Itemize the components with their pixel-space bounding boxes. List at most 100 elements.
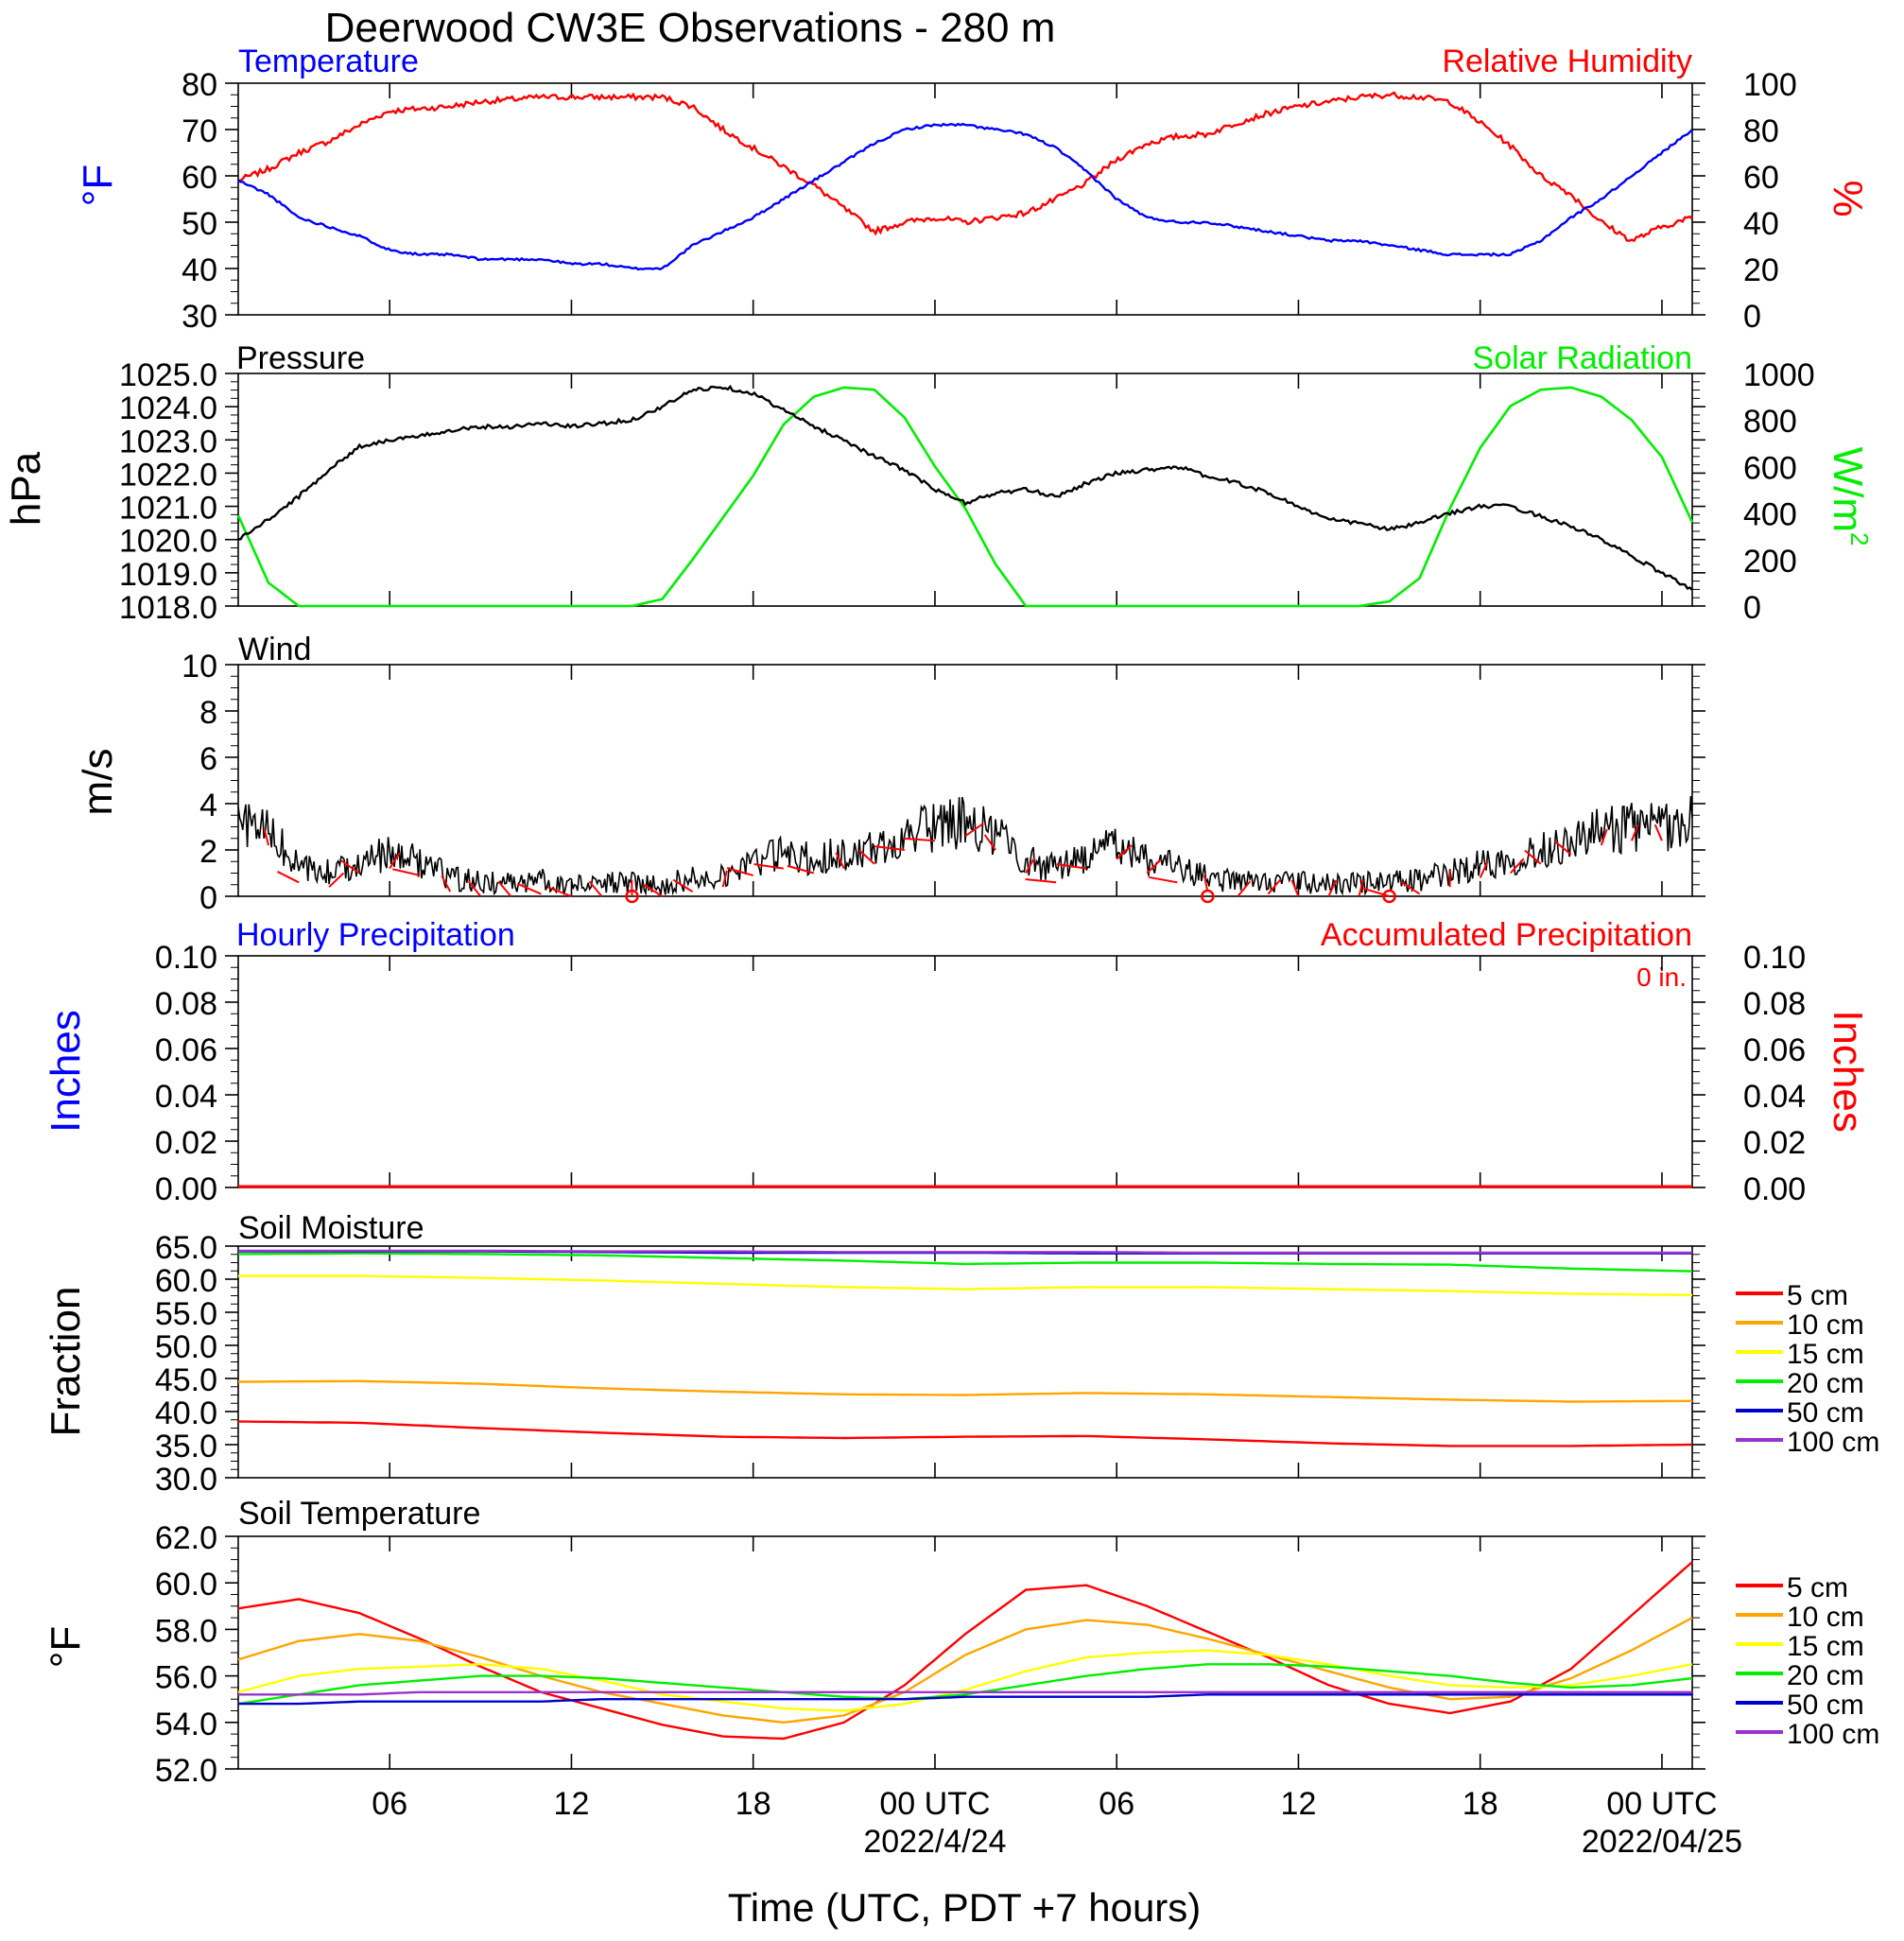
humidity-unit: % xyxy=(1825,180,1871,217)
temp-right-tick-label: 80 xyxy=(1743,113,1779,149)
precip-y-tick-label: 0.00 xyxy=(155,1171,217,1207)
solar-radiation-title: Solar Radiation xyxy=(1473,340,1692,376)
soil-moisture-legend-label: 5 cm xyxy=(1787,1280,1848,1311)
st-y-tick-label: 52.0 xyxy=(155,1753,217,1789)
precip-right-tick-label: 0.06 xyxy=(1743,1032,1806,1068)
precip-right-tick-label: 0.08 xyxy=(1743,986,1806,1022)
wind-barb xyxy=(835,852,845,870)
temp-y-tick-label: 70 xyxy=(182,113,217,149)
x-tick-label: 18 xyxy=(1463,1786,1498,1822)
accumulated-precipitation-unit: Inches xyxy=(1825,1010,1871,1133)
press-right-tick-label: 400 xyxy=(1743,497,1797,533)
sm-y-tick-label: 35.0 xyxy=(155,1429,217,1464)
soil-moisture-line-20cm xyxy=(238,1252,1693,1273)
wind-barb xyxy=(1363,887,1390,897)
sm-plot-frame xyxy=(237,1245,1693,1479)
press-y-tick-label: 1024.0 xyxy=(119,390,217,426)
wind-barb xyxy=(497,880,512,897)
wind-barb xyxy=(1554,841,1572,856)
wind-unit: m/s xyxy=(75,749,121,816)
sm-y-tick-label: 50.0 xyxy=(155,1329,217,1365)
wind-barb xyxy=(1025,878,1057,884)
temp-right-tick-label: 20 xyxy=(1743,252,1779,288)
soil-temperature-unit: °F xyxy=(43,1626,89,1668)
sm-y-tick-label: 65.0 xyxy=(155,1230,217,1266)
press-plot-frame xyxy=(237,373,1693,607)
wind-barb xyxy=(1653,823,1663,841)
soil-temperature-line-100cm xyxy=(238,1690,1692,1696)
st-y-tick-label: 62.0 xyxy=(155,1520,217,1556)
x-tick-label: 06 xyxy=(1099,1786,1134,1822)
wind-barb xyxy=(1203,875,1209,893)
pressure-unit: hPa xyxy=(3,451,49,526)
sm-y-tick-label: 55.0 xyxy=(155,1296,217,1332)
soil-moisture-legend-label: 20 cm xyxy=(1787,1368,1864,1399)
wind-y-tick-label: 0 xyxy=(199,880,217,916)
calm-wind-marker xyxy=(1382,889,1396,904)
wind-barb xyxy=(1290,879,1300,897)
wind-y-tick-label: 10 xyxy=(182,649,217,685)
press-y-tick-label: 1018.0 xyxy=(119,590,217,626)
wind-plot-frame xyxy=(237,664,1693,897)
soil-temperature-legend-label: 20 cm xyxy=(1787,1660,1864,1691)
wind-y-tick-label: 8 xyxy=(199,695,217,731)
soil-temperature-line-20cm xyxy=(237,1663,1693,1706)
x-axis-label: Time (UTC, PDT +7 hours) xyxy=(728,1885,1202,1930)
wind-speed-line xyxy=(237,796,1693,896)
sm-y-tick-label: 30.0 xyxy=(155,1462,217,1498)
press-right-tick-label: 0 xyxy=(1743,590,1761,626)
wind-barb xyxy=(983,834,996,851)
soil-moisture-unit: Fraction xyxy=(43,1287,89,1437)
soil-temperature-line-50cm xyxy=(238,1693,1692,1706)
wind-barb xyxy=(1400,880,1421,895)
temp-right-tick-label: 0 xyxy=(1743,299,1761,335)
soil-temperature-title: Soil Temperature xyxy=(238,1496,480,1532)
wind-barb xyxy=(672,878,694,893)
wind-y-tick-label: 6 xyxy=(199,741,217,777)
st-y-tick-label: 58.0 xyxy=(155,1613,217,1649)
accumulated-precipitation-title: Accumulated Precipitation xyxy=(1321,917,1692,953)
calm-wind-marker xyxy=(1201,889,1215,904)
precip-y-tick-label: 0.02 xyxy=(155,1125,217,1161)
wind-barb xyxy=(1630,823,1639,841)
soil-moisture-legend-label: 10 cm xyxy=(1787,1309,1864,1341)
temperature-title: Temperature xyxy=(238,43,419,79)
wind-barb xyxy=(1146,858,1163,875)
wind-barb xyxy=(441,875,452,893)
wind-barb xyxy=(588,880,603,897)
x-tick-label: 00 UTC xyxy=(879,1786,990,1822)
wind-barb xyxy=(546,886,572,897)
pressure-line xyxy=(237,384,1693,591)
temp-y-tick-label: 40 xyxy=(182,252,217,288)
wind-barb xyxy=(903,837,936,842)
wind-barb xyxy=(1148,875,1178,884)
x-tick-label: 12 xyxy=(1281,1786,1317,1822)
precip-plot-frame xyxy=(237,955,1693,1188)
precip-y-tick-label: 0.06 xyxy=(155,1032,217,1068)
wind-barb xyxy=(389,852,401,870)
temperature-unit: °F xyxy=(75,165,121,206)
solar-unit-superscript: 2 xyxy=(1845,532,1874,546)
press-y-tick-label: 1025.0 xyxy=(119,357,217,393)
sm-y-tick-label: 60.0 xyxy=(155,1263,217,1299)
x-tick-label: 00 UTC xyxy=(1606,1786,1717,1822)
hourly-precipitation-unit: Inches xyxy=(43,1010,89,1133)
press-y-tick-label: 1021.0 xyxy=(119,491,217,527)
pressure-title: Pressure xyxy=(236,340,365,376)
soil-temperature-line-5cm xyxy=(237,1561,1693,1741)
wind-barb xyxy=(277,871,300,884)
soil-temperature-legend-label: 10 cm xyxy=(1787,1602,1864,1633)
precip-right-tick-label: 0.04 xyxy=(1743,1079,1806,1115)
figure-title: Deerwood CW3E Observations - 280 m xyxy=(325,5,1056,51)
x-date-label: 2022/4/24 xyxy=(863,1824,1006,1860)
temp-y-tick-label: 50 xyxy=(182,206,217,242)
precip-y-tick-label: 0.10 xyxy=(155,940,217,976)
x-tick-label: 06 xyxy=(372,1786,407,1822)
solar-unit-base: W/m xyxy=(1825,447,1871,532)
soil-moisture-line-10cm xyxy=(238,1379,1692,1403)
pressure-solar-panel: Pressure Solar Radiation hPa W/m2 1018.0… xyxy=(3,340,1874,626)
soil-temperature-line-15cm xyxy=(237,1649,1693,1712)
relative-humidity-line xyxy=(237,91,1693,243)
soil-moisture-title: Soil Moisture xyxy=(238,1210,424,1246)
st-y-tick-label: 60.0 xyxy=(155,1567,217,1603)
